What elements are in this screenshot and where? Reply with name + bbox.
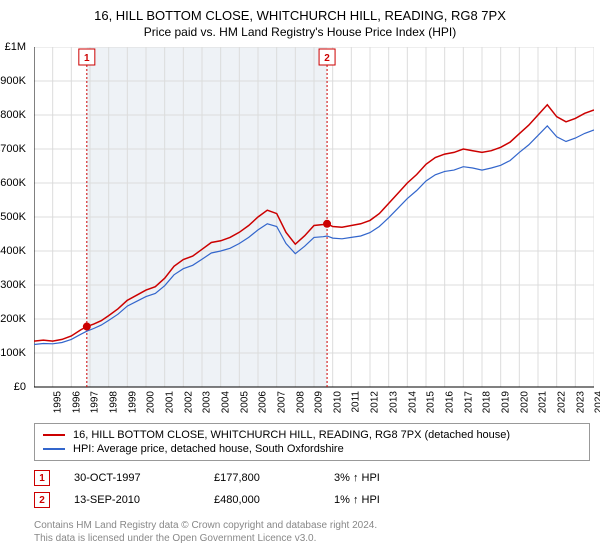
x-axis-label: 2005 [239, 391, 250, 413]
x-axis-label: 2011 [350, 391, 361, 413]
x-axis-label: 2010 [332, 391, 343, 413]
x-axis-label: 2001 [164, 391, 175, 413]
x-axis-label: 2016 [444, 391, 455, 413]
legend-swatch [43, 448, 65, 450]
legend-swatch [43, 434, 65, 436]
x-axis-label: 2012 [370, 391, 381, 413]
x-axis-label: 2006 [258, 391, 269, 413]
svg-text:1: 1 [84, 53, 90, 64]
legend-item: HPI: Average price, detached house, Sout… [43, 442, 581, 456]
x-axis-label: 2015 [426, 391, 437, 413]
marker-badge: 2 [34, 492, 50, 508]
svg-text:2: 2 [324, 53, 330, 64]
y-axis-label: £500K [0, 211, 26, 223]
marker-row: 1 30-OCT-1997 £177,800 3% ↑ HPI [34, 467, 600, 489]
chart-title-address: 16, HILL BOTTOM CLOSE, WHITCHURCH HILL, … [0, 8, 600, 23]
footer-attribution: Contains HM Land Registry data © Crown c… [34, 519, 590, 545]
x-axis-label: 2023 [575, 391, 586, 413]
x-axis-label: 2002 [183, 391, 194, 413]
x-axis-label: 1997 [90, 391, 101, 413]
x-axis-label: 1998 [108, 391, 119, 413]
y-axis-label: £600K [0, 177, 26, 189]
chart-plot-area: 12£0£100K£200K£300K£400K£500K£600K£700K£… [34, 47, 594, 417]
marker-price: £177,800 [214, 472, 334, 484]
title-block: 16, HILL BOTTOM CLOSE, WHITCHURCH HILL, … [0, 0, 600, 43]
x-axis-label: 2019 [500, 391, 511, 413]
x-axis-label: 2004 [220, 391, 231, 413]
y-axis-label: £0 [0, 381, 26, 393]
chart-title-subtitle: Price paid vs. HM Land Registry's House … [0, 25, 600, 39]
y-axis-label: £800K [0, 109, 26, 121]
marker-table: 1 30-OCT-1997 £177,800 3% ↑ HPI 2 13-SEP… [34, 467, 600, 511]
x-axis-label: 2008 [295, 391, 306, 413]
legend-item: 16, HILL BOTTOM CLOSE, WHITCHURCH HILL, … [43, 428, 581, 442]
x-axis-label: 2018 [482, 391, 493, 413]
marker-date: 30-OCT-1997 [74, 472, 214, 484]
marker-date: 13-SEP-2010 [74, 494, 214, 506]
legend-label: 16, HILL BOTTOM CLOSE, WHITCHURCH HILL, … [73, 429, 510, 441]
x-axis-label: 2017 [463, 391, 474, 413]
x-axis-label: 2020 [519, 391, 530, 413]
y-axis-label: £400K [0, 245, 26, 257]
x-axis-label: 2022 [556, 391, 567, 413]
legend-label: HPI: Average price, detached house, Sout… [73, 443, 344, 455]
y-axis-label: £700K [0, 143, 26, 155]
footer-line: This data is licensed under the Open Gov… [34, 532, 590, 545]
marker-delta: 1% ↑ HPI [334, 494, 380, 506]
chart-container: 16, HILL BOTTOM CLOSE, WHITCHURCH HILL, … [0, 0, 600, 560]
footer-line: Contains HM Land Registry data © Crown c… [34, 519, 590, 532]
marker-row: 2 13-SEP-2010 £480,000 1% ↑ HPI [34, 489, 600, 511]
marker-badge: 1 [34, 470, 50, 486]
x-axis-label: 2021 [538, 391, 549, 413]
x-axis-label: 2014 [407, 391, 418, 413]
x-axis-label: 2013 [388, 391, 399, 413]
y-axis-label: £300K [0, 279, 26, 291]
x-axis-label: 1995 [52, 391, 63, 413]
y-axis-label: £200K [0, 313, 26, 325]
x-axis-label: 1996 [71, 391, 82, 413]
x-axis-label: 2007 [276, 391, 287, 413]
marker-delta: 3% ↑ HPI [334, 472, 380, 484]
x-axis-label: 1999 [127, 391, 138, 413]
y-axis-label: £1M [0, 41, 26, 53]
legend-box: 16, HILL BOTTOM CLOSE, WHITCHURCH HILL, … [34, 423, 590, 461]
x-axis-label: 2024 [594, 391, 600, 413]
x-axis-label: 2003 [202, 391, 213, 413]
y-axis-label: £900K [0, 75, 26, 87]
x-axis-label: 2009 [314, 391, 325, 413]
y-axis-label: £100K [0, 347, 26, 359]
marker-price: £480,000 [214, 494, 334, 506]
x-axis-label: 2000 [146, 391, 157, 413]
